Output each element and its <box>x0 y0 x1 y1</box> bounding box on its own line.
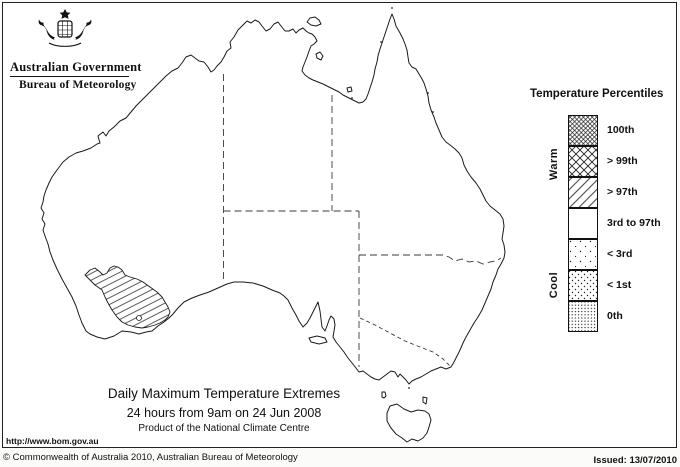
legend-item-gt99th: > 99th <box>568 146 661 177</box>
station-dots <box>351 7 434 389</box>
king-island <box>381 391 387 399</box>
legend-item-gt97th: > 97th <box>568 177 661 208</box>
swatch-dots-dense-icon <box>568 301 598 332</box>
coat-of-arms <box>38 9 92 47</box>
legend-cool-label: Cool <box>548 271 560 299</box>
extreme-region-sw-wa <box>84 265 171 329</box>
border-nsw-vic <box>359 317 452 368</box>
map-product-line: Product of the National Climate Centre <box>138 423 310 434</box>
swatch-dots-medium-icon <box>568 270 598 301</box>
swatch-crosshatch-icon <box>568 146 598 177</box>
islands <box>306 16 432 443</box>
bureau-of-meteorology-label: Bureau of Meteorology <box>19 79 137 91</box>
legend-item-0th: 0th <box>568 301 661 332</box>
australian-government-label: Australian Government <box>10 60 142 74</box>
legend-item-label: > 97th <box>607 186 638 198</box>
bom-url: http://www.bom.gov.au <box>6 436 99 446</box>
copyright-notice: © Commonwealth of Australia 2010, Austra… <box>3 452 298 463</box>
tasmania <box>386 403 432 443</box>
border-qld-nsw <box>359 254 502 265</box>
legend-item-lt3rd: < 3rd <box>568 239 661 270</box>
map-title: Daily Maximum Temperature Extremes <box>107 386 341 401</box>
legend-item-label: 0th <box>607 310 623 322</box>
swatch-diagonal-lines-icon <box>568 177 598 208</box>
emu-icon <box>75 19 92 40</box>
logo-divider <box>10 76 129 77</box>
flinders-island <box>422 396 428 405</box>
legend-item-3rd-to-97th: 3rd to 97th <box>568 208 661 239</box>
kangaroo-icon <box>38 19 55 40</box>
kangaroo-island <box>308 335 328 345</box>
shield-icon <box>57 20 73 38</box>
legend: Temperature Percentiles Warm Cool 100th … <box>528 88 678 338</box>
legend-title: Temperature Percentiles <box>530 88 664 100</box>
mainland-coastline <box>40 13 506 385</box>
legend-item-label: 3rd to 97th <box>607 217 661 229</box>
state-borders <box>223 74 502 368</box>
swatch-plain-icon <box>568 208 598 239</box>
legend-item-label: < 1st <box>607 279 632 291</box>
legend-warm-label: Warm <box>548 147 560 181</box>
map-titles: Daily Maximum Temperature Extremes 24 ho… <box>0 386 448 434</box>
legend-item-label: < 3rd <box>607 248 633 260</box>
legend-item-label: > 99th <box>607 155 638 167</box>
issued-date: Issued: 13/07/2010 <box>593 455 677 466</box>
gulf-island <box>346 86 353 93</box>
legend-rows: 100th > 99th > 97th 3rd to 97th <box>568 115 661 332</box>
tiwi-islands <box>306 16 322 27</box>
legend-item-100th: 100th <box>568 115 661 146</box>
star-icon <box>59 9 71 19</box>
station-circle-marker <box>136 315 142 321</box>
legend-item-lt1st: < 1st <box>568 270 661 301</box>
groote-eylandt <box>315 51 324 61</box>
swatch-dots-sparse-icon <box>568 239 598 270</box>
map-subtitle: 24 hours from 9am on 24 Jun 2008 <box>126 406 322 420</box>
swatch-crosshatch-fine-icon <box>568 115 598 146</box>
legend-item-label: 100th <box>607 124 635 136</box>
shield-quarters <box>58 21 72 37</box>
scroll-banner <box>48 42 82 47</box>
